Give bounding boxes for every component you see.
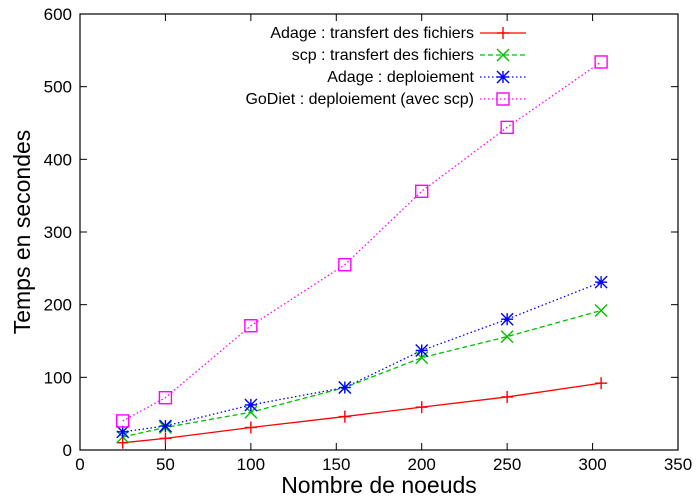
data-point	[415, 401, 428, 414]
y-tick-label: 200	[44, 296, 72, 315]
legend-label: Adage : deploiement	[327, 69, 474, 86]
legend-marker	[496, 92, 510, 106]
data-point	[594, 275, 608, 289]
series-group	[116, 55, 608, 449]
y-tick-label: 0	[63, 441, 72, 460]
x-tick-label: 150	[322, 455, 350, 474]
data-point	[500, 312, 514, 326]
data-point	[116, 425, 130, 439]
data-point	[415, 184, 429, 199]
x-tick-label: 0	[75, 455, 84, 474]
series-line	[122, 382, 602, 444]
legend: Adage : transfert des fichiers scp : tran…	[245, 25, 526, 108]
x-tick-label: 100	[237, 455, 265, 474]
data-point	[244, 421, 257, 434]
series-1	[116, 377, 608, 449]
x-tick-label: 250	[493, 455, 521, 474]
y-tick-label: 300	[44, 223, 72, 242]
y-tick-label: 100	[44, 368, 72, 387]
data-point	[158, 419, 172, 433]
legend-marker	[497, 27, 509, 39]
data-point	[501, 390, 514, 403]
y-tick-label: 600	[44, 5, 72, 24]
x-tick-label: 300	[578, 455, 606, 474]
axis-ticks: 0 50 100 150 200 250 300 350 0 100 200 300 400 500 600	[44, 5, 693, 474]
data-point	[594, 303, 608, 317]
legend-marker	[496, 48, 510, 62]
data-point	[116, 414, 130, 428]
legend-label: Adage : transfert des fichiers	[270, 25, 474, 42]
series-line	[122, 309, 602, 438]
data-point	[158, 390, 173, 405]
data-point	[159, 432, 172, 445]
legend-label: scp : transfert des fichiers	[292, 47, 474, 64]
data-point	[338, 258, 352, 272]
x-tick-label: 50	[156, 455, 175, 474]
series-3	[116, 275, 608, 439]
data-point	[244, 398, 258, 412]
series-2	[116, 303, 608, 444]
data-point	[594, 55, 608, 69]
legend-marker	[496, 70, 510, 84]
data-point	[116, 436, 129, 449]
y-tick-label: 500	[44, 78, 72, 97]
y-axis-title: Temps en secondes	[9, 130, 35, 335]
series-4	[116, 55, 608, 428]
series-line	[122, 281, 602, 433]
data-point	[500, 120, 514, 135]
x-axis-title: Nombre de noeuds	[281, 472, 477, 497]
series-line	[122, 61, 602, 422]
data-point	[595, 377, 608, 390]
data-point	[244, 319, 258, 333]
data-point	[338, 410, 351, 423]
data-point	[500, 330, 514, 344]
y-tick-label: 400	[44, 150, 72, 169]
x-tick-label: 350	[664, 455, 692, 474]
legend-label: GoDiet : deploiement (avec scp)	[245, 91, 474, 108]
data-point	[415, 343, 429, 357]
x-tick-label: 200	[408, 455, 436, 474]
data-point	[338, 381, 352, 395]
